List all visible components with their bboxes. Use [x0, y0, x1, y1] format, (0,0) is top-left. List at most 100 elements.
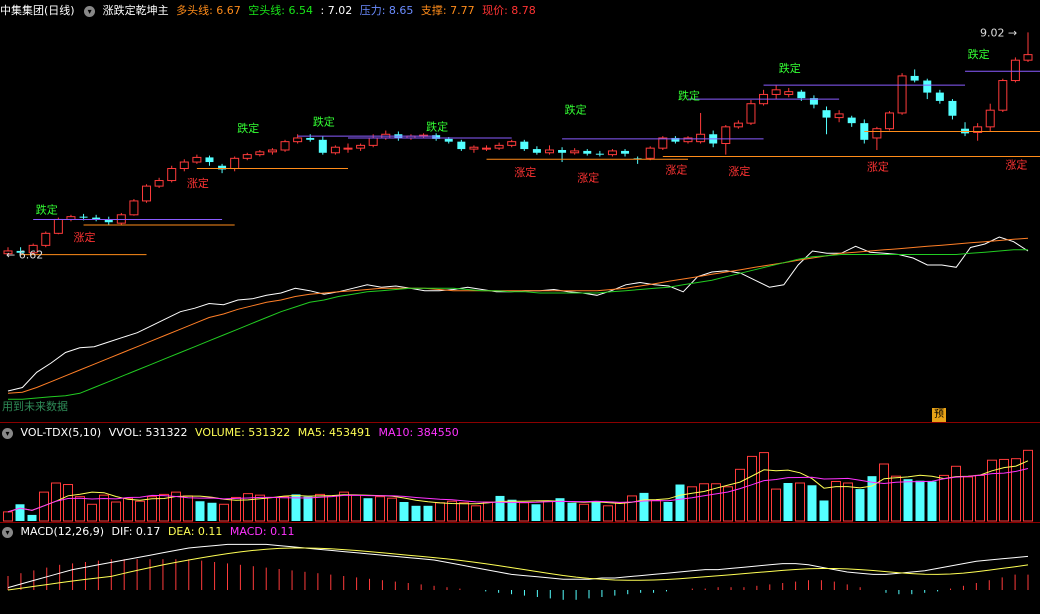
candle-body — [306, 137, 315, 140]
indicator-name[interactable]: 涨跌定乾坤主 — [102, 4, 169, 17]
volume-bar — [87, 503, 97, 522]
volume-bar — [411, 505, 421, 521]
candle-body — [255, 151, 265, 156]
rise-marker-label: 涨定 — [514, 165, 536, 179]
volume-bar — [807, 485, 817, 521]
fall-marker-label: 跌定 — [565, 103, 587, 117]
volume-bar — [735, 468, 745, 522]
volume-bar — [123, 497, 133, 522]
stock-title: 中集集团(日线) — [0, 4, 75, 17]
volume-bar — [639, 492, 649, 521]
rise-marker-label: 涨定 — [74, 230, 96, 244]
candle-body — [583, 150, 592, 154]
volume-bar — [531, 504, 541, 521]
volume-bar — [507, 499, 517, 521]
candle-body — [683, 137, 693, 143]
candle-body — [92, 217, 101, 220]
candle-body — [192, 156, 202, 163]
volume-bar — [711, 483, 721, 522]
volume-bar — [723, 486, 733, 522]
volume-bar — [699, 483, 709, 522]
candle-body — [884, 112, 894, 130]
bull-line-value: 多头线: 6.67 — [176, 4, 241, 17]
indicator-dropdown-icon[interactable]: ▾ — [84, 5, 96, 17]
candle-body — [834, 113, 844, 119]
candle-body — [607, 150, 617, 156]
rise-marker-label: 涨定 — [577, 171, 599, 185]
volume-bar — [99, 494, 109, 522]
volume-dropdown-icon[interactable]: ▾ — [2, 427, 13, 439]
candle-body — [242, 154, 252, 159]
macd-line — [7, 543, 1029, 589]
candle-body — [457, 141, 466, 150]
volume-bar — [747, 455, 757, 522]
volume-bar — [831, 480, 841, 522]
candle-body — [985, 109, 995, 128]
candle-body — [280, 141, 290, 151]
volume-bar — [927, 481, 937, 521]
volume-bar — [15, 504, 25, 521]
candle-body — [532, 149, 541, 153]
volume-bar — [675, 484, 685, 521]
volume-bar — [339, 491, 349, 522]
volume-bar — [771, 488, 781, 522]
candle-body — [797, 91, 806, 99]
volume-bar — [627, 495, 637, 522]
volume-indicator-name[interactable]: VOL-TDX(5,10) — [20, 426, 102, 439]
candle-body — [330, 146, 340, 154]
candle-body — [218, 165, 227, 170]
bear-line-value: 空头线: 6.54 — [248, 4, 313, 17]
candle-body — [1023, 54, 1033, 61]
candle-body — [482, 147, 492, 150]
volume-bar — [879, 463, 889, 522]
volume-bar — [855, 489, 865, 521]
volume-bar — [291, 494, 301, 521]
volume-bar — [219, 503, 229, 522]
volume-bar — [1023, 449, 1033, 522]
fall-marker-label: 跌定 — [426, 119, 448, 133]
candle-body — [507, 141, 517, 146]
volume-bar — [591, 502, 601, 521]
candle-body — [494, 144, 504, 149]
vvol-value: VVOL: 531322 — [108, 426, 188, 439]
volume-bar — [891, 475, 901, 522]
volume-bar — [375, 496, 385, 522]
candle-body — [167, 168, 177, 182]
volume-bar — [195, 501, 205, 521]
volume-bar — [279, 496, 289, 522]
candle-body — [79, 216, 88, 218]
volume-bar — [867, 476, 877, 521]
volume-bar — [495, 495, 505, 521]
volume-bar — [579, 503, 589, 522]
macd-line — [7, 547, 1029, 591]
candle-body — [771, 89, 781, 95]
candle-body — [897, 75, 907, 114]
volume-bar — [207, 502, 217, 521]
volume-bar — [75, 496, 85, 522]
macd-dropdown-icon[interactable]: ▾ — [2, 526, 13, 538]
candle-body — [267, 149, 277, 153]
volume-bar — [231, 496, 241, 522]
volume-bar — [603, 505, 613, 522]
fall-marker-label: 跌定 — [313, 115, 335, 129]
fall-marker-label: 跌定 — [36, 203, 58, 217]
volume-bar — [63, 484, 73, 522]
macd-indicator-name[interactable]: MACD(12,26,9) — [20, 525, 105, 538]
forecast-badge[interactable]: 预 — [932, 408, 946, 422]
volume-bar — [303, 496, 313, 521]
volume-bar — [159, 493, 169, 522]
ma10-value: MA10: 384550 — [378, 426, 459, 439]
candle-body — [973, 126, 983, 133]
fall-marker-label: 跌定 — [968, 47, 990, 61]
volume-bar — [999, 458, 1009, 522]
candle-body — [318, 139, 327, 153]
macd-value: MACD: 0.11 — [229, 525, 295, 538]
volume-bar — [759, 452, 769, 522]
candle-body — [784, 91, 794, 95]
candle-body — [658, 137, 668, 149]
candle-body — [998, 80, 1008, 111]
candle-body — [432, 135, 441, 139]
